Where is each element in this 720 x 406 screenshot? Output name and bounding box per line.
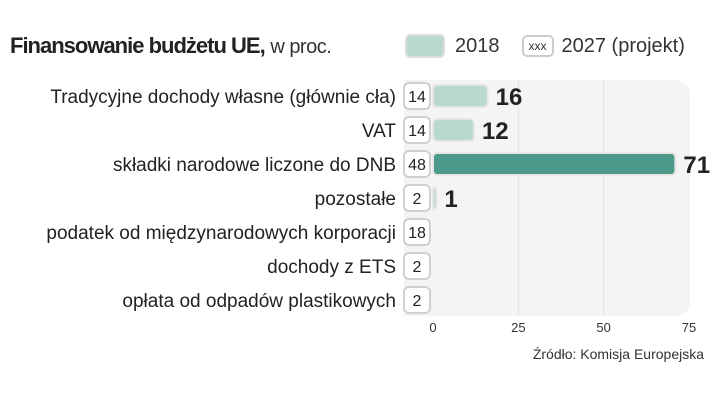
bar-2018 (432, 84, 489, 108)
category-label: opłata od odpadów plastikowych (122, 291, 396, 312)
box-2027 (403, 184, 431, 212)
bar-2018 (432, 152, 677, 176)
box-value-label: 2 (413, 293, 422, 310)
box-value-label: 2 (413, 191, 422, 208)
bar-2018 (432, 118, 475, 142)
title-unit: w proc. (270, 36, 332, 58)
box-2027 (403, 116, 431, 144)
chart-title: Finansowanie budżetu UE, w proc. (10, 33, 332, 59)
box-value-label: 14 (408, 89, 426, 106)
box-2027 (403, 252, 431, 280)
category-label: podatek od międzynarodowych korporacji (46, 223, 396, 244)
legend-label-2018: 2018 (455, 34, 500, 57)
bar-2018 (432, 186, 438, 210)
box-2027 (403, 82, 431, 110)
box-2027 (403, 218, 431, 246)
bar-value-label: 16 (496, 84, 523, 111)
x-tick-label: 50 (596, 320, 610, 335)
category-label: składki narodowe liczone do DNB (113, 155, 396, 176)
category-label: dochody z ETS (267, 257, 396, 278)
x-tick-label: 25 (511, 320, 525, 335)
title-bold: Finansowanie budżetu UE, (10, 33, 266, 58)
box-2027 (403, 150, 431, 178)
category-label: pozostałe (315, 189, 396, 210)
legend-swatch-2018 (405, 34, 445, 58)
bar-value-label: 71 (683, 152, 710, 179)
category-label: Tradycyjne dochody własne (głównie cła) (50, 87, 396, 108)
bar-value-label: 12 (482, 118, 509, 145)
box-value-label: 2 (413, 259, 422, 276)
category-label: VAT (362, 121, 397, 142)
box-2027 (403, 286, 431, 314)
source-note: Źródło: Komisja Europejska (532, 346, 704, 362)
bar-value-label: 1 (444, 186, 457, 213)
legend-label-2027: 2027 (projekt) (561, 34, 685, 57)
box-value-label: 18 (408, 225, 426, 242)
box-value-label: 48 (408, 157, 426, 174)
box-value-label: 14 (408, 123, 426, 140)
x-tick-label: 75 (682, 320, 696, 335)
legend: 2018 xxx 2027 (projekt) (405, 34, 685, 58)
x-tick-label: 0 (429, 320, 436, 335)
legend-marker-2027: xxx (521, 35, 554, 57)
